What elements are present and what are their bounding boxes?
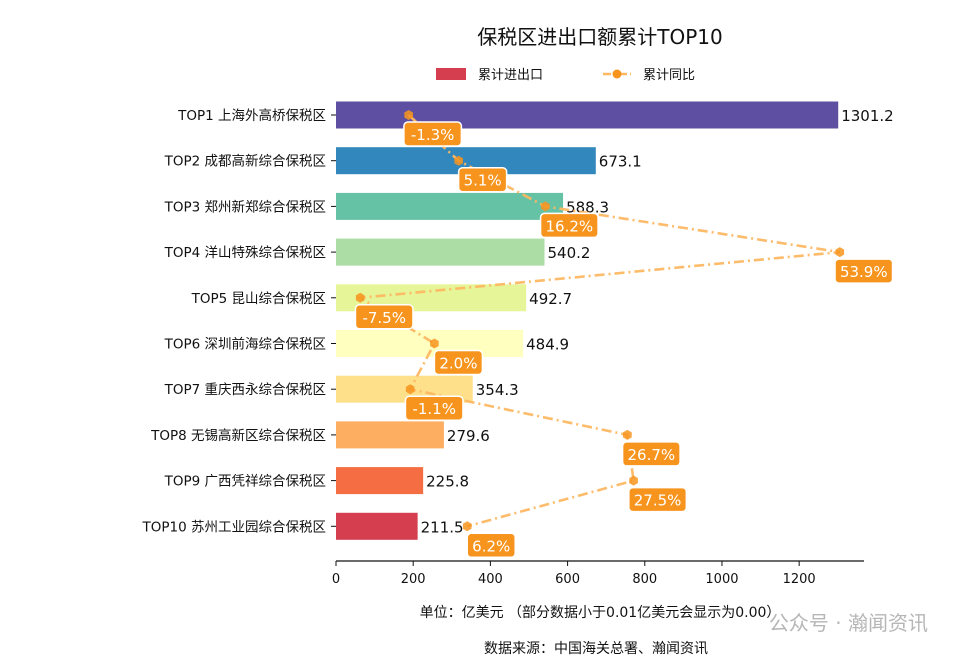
yoy-label: 2.0% bbox=[439, 355, 477, 373]
yoy-marker bbox=[541, 201, 550, 212]
y-tick-label: TOP4 洋山特殊综合保税区 bbox=[164, 245, 326, 261]
bar-value-label: 492.7 bbox=[529, 290, 572, 308]
legend-line-label: 累计同比 bbox=[643, 68, 695, 83]
chart-title: 保税区进出口额累计TOP10 bbox=[477, 25, 722, 49]
x-tick-label: 1000 bbox=[705, 572, 738, 587]
legend-bar-label: 累计进出口 bbox=[478, 68, 543, 83]
yoy-label-box bbox=[834, 258, 894, 284]
y-tick-label: TOP9 广西凭祥综合保税区 bbox=[164, 474, 326, 490]
yoy-marker bbox=[405, 384, 415, 395]
yoy-line: -1.3% 5.1% 16.2% 53.9% -7.5% 2.0% -1.1% 26.7% 27… bbox=[354, 110, 894, 559]
x-axis: 0 200 400 600 800 1000 1200 bbox=[332, 560, 864, 587]
y-tick-label: TOP8 无锡高新区综合保税区 bbox=[150, 427, 326, 444]
bar-value-label: 484.9 bbox=[526, 336, 569, 354]
yoy-label: -7.5% bbox=[362, 309, 406, 327]
x-tick-label: 600 bbox=[555, 572, 580, 587]
y-axis-labels: TOP1 上海外高桥保税区 TOP2 成都高新综合保税区 TOP3 郑州新郑综合保税… bbox=[142, 107, 336, 535]
yoy-label: 6.2% bbox=[472, 537, 510, 555]
yoy-label-box bbox=[403, 121, 463, 147]
bar-value-label: 588.3 bbox=[566, 198, 609, 216]
yoy-marker bbox=[454, 155, 463, 166]
bar-value-label: 1301.2 bbox=[841, 107, 894, 125]
yoy-label-box bbox=[539, 212, 599, 239]
yoy-label: 5.1% bbox=[464, 172, 502, 190]
x-tick-label: 0 bbox=[332, 572, 340, 587]
x-tick-label: 200 bbox=[401, 572, 426, 587]
yoy-line-path bbox=[356, 114, 840, 528]
y-tick-label: TOP2 成都高新综合保税区 bbox=[164, 153, 326, 170]
bars: 1301.2 673.1 588.3 540.2 492.7 484.9 354.3 279.… bbox=[336, 101, 894, 540]
x-tick-label: 400 bbox=[478, 572, 503, 587]
bar-value-label: 673.1 bbox=[599, 153, 642, 171]
y-tick-label: TOP3 郑州新郑综合保税区 bbox=[164, 199, 326, 215]
yoy-label: 27.5% bbox=[634, 492, 682, 510]
legend: 累计进出口 累计同比 bbox=[436, 68, 695, 83]
bar bbox=[336, 421, 444, 449]
y-tick-label: TOP6 深圳前海综合保税区 bbox=[164, 336, 326, 353]
legend-line-marker bbox=[612, 69, 622, 79]
legend-bar-swatch bbox=[436, 68, 466, 80]
bar-value-label: 279.6 bbox=[447, 427, 490, 445]
y-tick-label: TOP7 重庆西永综合保税区 bbox=[164, 382, 326, 398]
watermark: 公众号 · 瀚闻资讯 bbox=[769, 611, 928, 635]
bar bbox=[336, 512, 418, 540]
yoy-label-box bbox=[457, 166, 508, 193]
x-tick-label: 800 bbox=[632, 572, 657, 587]
yoy-label-box bbox=[628, 486, 688, 513]
y-tick-label: TOP1 上海外高桥保税区 bbox=[177, 107, 326, 124]
yoy-marker bbox=[430, 338, 439, 349]
yoy-label-box bbox=[466, 532, 516, 559]
yoy-marker bbox=[835, 247, 845, 258]
x-axis-label: 单位：亿美元 （部分数据小于0.01亿美元会显示为0.00） bbox=[420, 605, 781, 621]
yoy-label: -1.3% bbox=[411, 126, 455, 144]
yoy-label-box bbox=[404, 395, 464, 421]
yoy-marker bbox=[629, 475, 638, 486]
yoy-marker bbox=[462, 521, 472, 532]
yoy-label: -1.1% bbox=[412, 400, 456, 418]
yoy-label: 53.9% bbox=[840, 263, 888, 281]
y-tick-label: TOP5 昆山综合保税区 bbox=[191, 291, 326, 307]
bar-value-label: 225.8 bbox=[426, 473, 469, 491]
yoy-label-box bbox=[433, 349, 484, 376]
x-tick-label: 1200 bbox=[783, 572, 816, 587]
yoy-marker bbox=[623, 429, 632, 440]
yoy-label: 26.7% bbox=[628, 446, 676, 464]
bar-value-label: 354.3 bbox=[476, 381, 519, 399]
bar bbox=[336, 192, 564, 220]
yoy-label-box bbox=[354, 304, 414, 330]
yoy-label: 16.2% bbox=[545, 217, 593, 235]
bar-value-label: 540.2 bbox=[547, 244, 590, 262]
bar bbox=[336, 467, 424, 495]
bar-value-label: 211.5 bbox=[421, 518, 464, 536]
y-tick-label: TOP10 苏州工业园综合保税区 bbox=[142, 519, 326, 535]
source-note: 数据来源：中国海关总署、瀚闻资讯 bbox=[484, 641, 708, 657]
bar bbox=[336, 238, 545, 266]
yoy-label-box bbox=[621, 441, 681, 467]
yoy-marker bbox=[355, 292, 365, 303]
yoy-marker bbox=[404, 110, 413, 120]
